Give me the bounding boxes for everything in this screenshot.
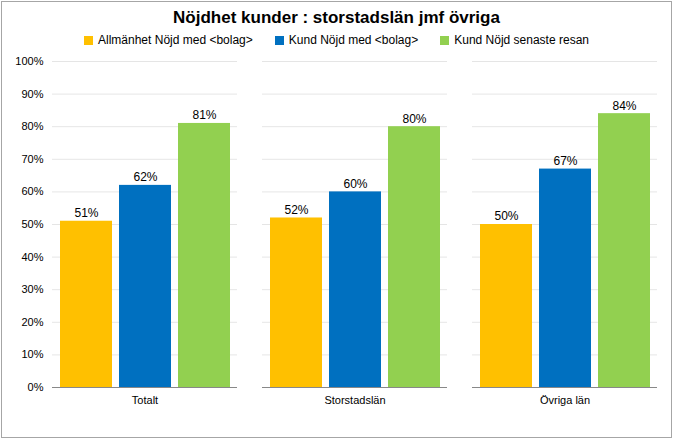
svg-text:81%: 81% <box>192 108 216 122</box>
svg-text:62%: 62% <box>133 170 157 184</box>
svg-text:100%: 100% <box>15 55 43 67</box>
svg-text:30%: 30% <box>21 283 43 295</box>
svg-text:Storstadslän: Storstadslän <box>324 394 385 406</box>
svg-text:80%: 80% <box>21 120 43 132</box>
svg-text:51%: 51% <box>74 206 98 220</box>
svg-text:84%: 84% <box>612 99 636 113</box>
svg-text:Övriga län: Övriga län <box>540 394 590 406</box>
svg-text:20%: 20% <box>21 316 43 328</box>
svg-text:60%: 60% <box>21 185 43 197</box>
svg-text:50%: 50% <box>21 218 43 230</box>
html-text:Allmänhet Nöjd med <bolag>: Allmänhet Nöjd med <bolag> <box>98 33 253 47</box>
svg-text:67%: 67% <box>553 154 577 168</box>
svg-text:40%: 40% <box>21 251 43 263</box>
html-text:Kund Nöjd med <bolag>: Kund Nöjd med <bolag> <box>288 33 419 47</box>
svg-text:80%: 80% <box>402 112 426 126</box>
svg-text:Totalt: Totalt <box>132 394 158 406</box>
svg-text:10%: 10% <box>21 348 43 360</box>
svg-text:52%: 52% <box>284 203 308 217</box>
svg-text:50%: 50% <box>494 209 518 223</box>
svg-text:60%: 60% <box>343 177 367 191</box>
html-text:Kund Nöjd senaste resan: Kund Nöjd senaste resan <box>454 33 589 47</box>
svg-text:90%: 90% <box>21 88 43 100</box>
svg-text:70%: 70% <box>21 153 43 165</box>
svg-text:0%: 0% <box>28 381 44 393</box>
html-text:Nöjdhet kunder : storstadslän: Nöjdhet kunder : storstadslän jmf övriga <box>173 8 500 27</box>
